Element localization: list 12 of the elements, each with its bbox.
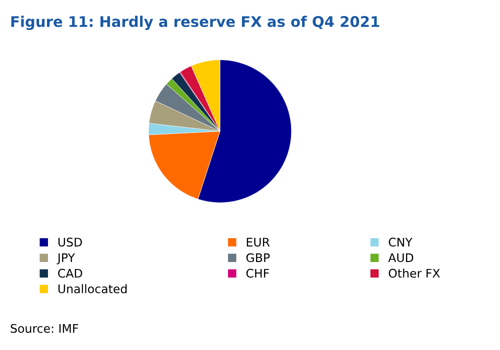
legend-label: EUR — [246, 238, 270, 247]
legend-label: GBP — [246, 253, 270, 262]
legend-label: Other FX — [388, 268, 440, 278]
chart-title: Figure 11: Hardly a reserve FX as of Q4 2021 — [11, 16, 380, 30]
legend-label: CNY — [388, 238, 412, 247]
legend-label: CAD — [58, 268, 82, 278]
legend-label: CHF — [246, 268, 269, 278]
legend-label: AUD — [388, 253, 414, 262]
source-note: Source: IMF — [10, 324, 78, 333]
legend-label: Unallocated — [58, 284, 127, 294]
legend-label: USD — [58, 238, 82, 247]
legend-label: JPY — [56, 253, 75, 264]
